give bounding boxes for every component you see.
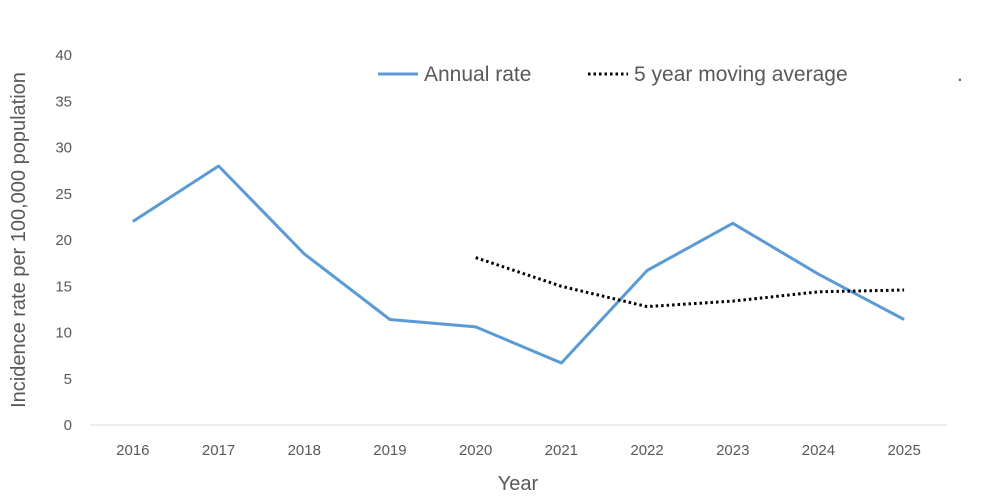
legend-label-moving-average: 5 year moving average: [634, 63, 848, 86]
x-tick-label: 2016: [116, 442, 149, 459]
y-tick-label: 20: [55, 232, 72, 249]
y-tick-label: 30: [55, 140, 72, 157]
y-tick-label: 0: [64, 417, 72, 434]
x-axis-title: Year: [498, 473, 539, 495]
x-tick-label: 2019: [373, 442, 406, 459]
x-tick-label: 2023: [716, 442, 749, 459]
legend-label-annual-rate: Annual rate: [424, 63, 531, 86]
legend-note: .: [957, 63, 963, 86]
series-line-moving-average: [475, 256, 905, 309]
y-tick-label: 35: [55, 93, 72, 110]
x-axis-ticks: 2016 2017 2018 2019 2020 2021 2022 2023 2024 2025: [116, 442, 921, 459]
x-tick-label: 2020: [459, 442, 492, 459]
x-tick-label: 2024: [802, 442, 835, 459]
y-tick-label: 25: [55, 186, 72, 203]
x-tick-label: 2021: [545, 442, 578, 459]
y-tick-label: 40: [55, 47, 72, 64]
x-tick-label: 2022: [630, 442, 663, 459]
series-line-annual-rate: [131, 164, 905, 365]
y-tick-label: 10: [55, 325, 72, 342]
series-layer: [131, 164, 905, 365]
x-tick-label: 2018: [288, 442, 321, 459]
x-tick-label: 2025: [887, 442, 920, 459]
legend: Annual rate 5 year moving average .: [378, 63, 963, 86]
y-tick-label: 15: [55, 278, 72, 295]
y-axis-title: Incidence rate per 100,000 population: [8, 72, 30, 408]
y-axis-ticks: 0 5 10 15 20 25 30 35 40: [55, 47, 72, 434]
x-tick-label: 2017: [202, 442, 235, 459]
y-tick-label: 5: [64, 371, 72, 388]
